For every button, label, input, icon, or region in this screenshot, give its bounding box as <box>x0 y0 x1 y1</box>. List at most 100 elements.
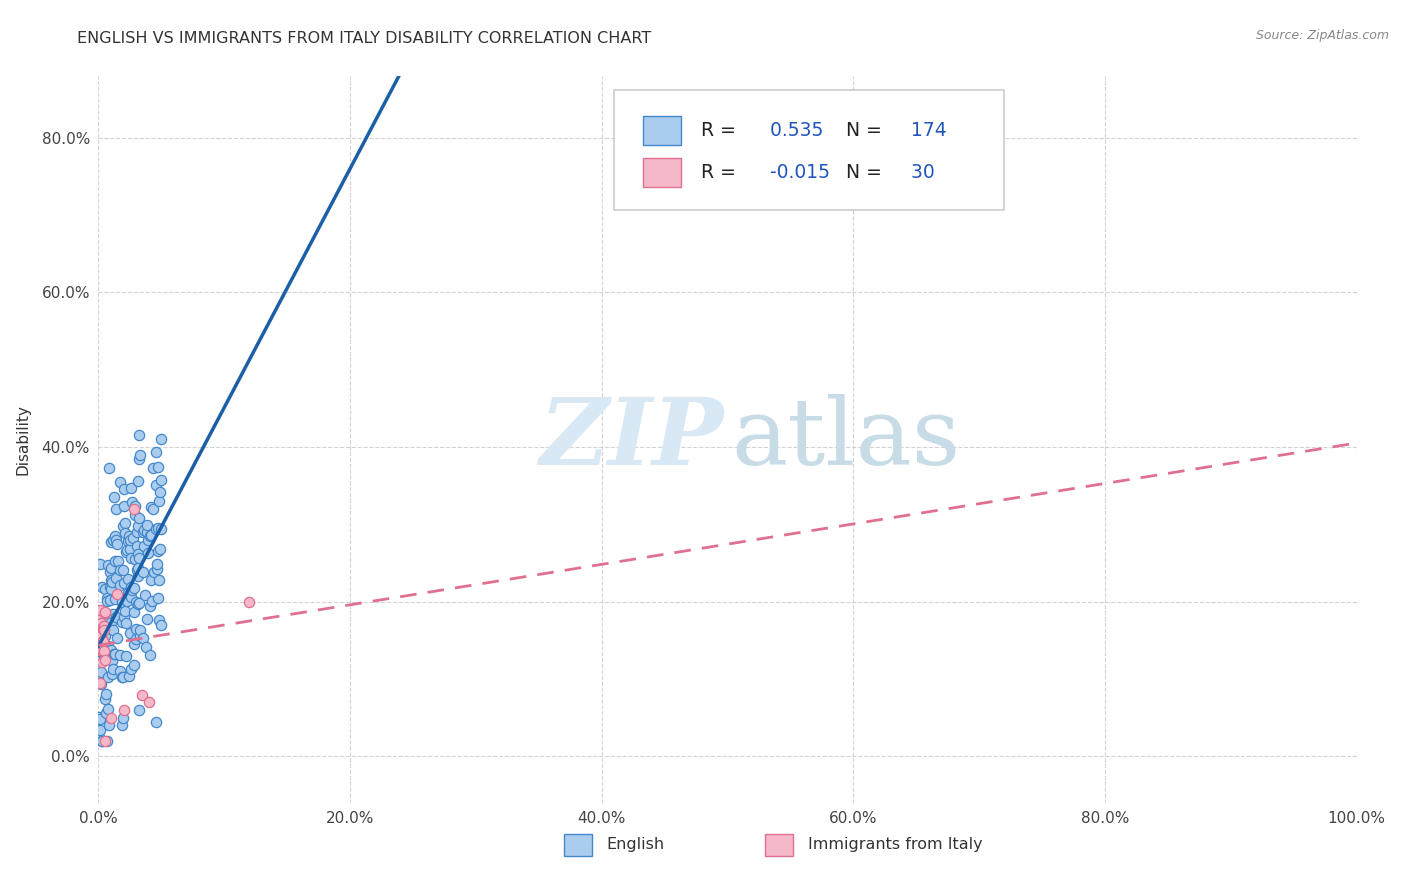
Point <box>141 574 163 588</box>
Text: ZIP: ZIP <box>540 394 724 484</box>
Point <box>115 543 138 558</box>
Point <box>124 605 146 619</box>
Point <box>90 652 112 666</box>
Point <box>128 550 150 565</box>
Point <box>90 665 112 680</box>
Point <box>122 502 145 516</box>
Point <box>145 477 167 491</box>
Point <box>145 715 167 730</box>
Point <box>100 615 122 630</box>
Point <box>94 582 117 597</box>
Point <box>128 428 150 442</box>
Point <box>89 642 111 657</box>
Point <box>89 603 111 617</box>
Point <box>132 539 155 553</box>
Point <box>146 460 169 475</box>
Point <box>105 631 128 645</box>
Point <box>87 628 110 642</box>
Point <box>139 528 162 542</box>
Text: 30: 30 <box>905 163 935 182</box>
Point <box>104 647 127 661</box>
Point <box>117 528 139 542</box>
Point <box>128 452 150 467</box>
Point <box>90 627 112 641</box>
Point <box>105 571 128 585</box>
Point <box>89 626 111 640</box>
Point <box>146 543 169 558</box>
Point <box>93 734 115 748</box>
Point <box>101 663 124 677</box>
Point <box>97 670 120 684</box>
Point <box>127 474 149 488</box>
Point <box>139 648 162 662</box>
Point <box>94 653 117 667</box>
Point <box>110 475 132 489</box>
Point <box>115 615 138 630</box>
Point <box>127 569 149 583</box>
Point <box>107 554 129 568</box>
Point <box>89 675 111 690</box>
Point <box>112 483 135 497</box>
Point <box>136 518 159 533</box>
Point <box>89 712 111 726</box>
Point <box>97 639 120 653</box>
Text: N =: N = <box>846 163 882 182</box>
Point <box>111 717 134 731</box>
Point <box>104 591 127 606</box>
Point <box>90 622 112 636</box>
Text: ENGLISH VS IMMIGRANTS FROM ITALY DISABILITY CORRELATION CHART: ENGLISH VS IMMIGRANTS FROM ITALY DISABIL… <box>77 31 651 46</box>
Point <box>142 461 165 475</box>
Point <box>141 593 163 607</box>
Text: Source: ZipAtlas.com: Source: ZipAtlas.com <box>1256 29 1389 42</box>
FancyBboxPatch shape <box>564 834 592 855</box>
Point <box>149 485 172 500</box>
Point <box>97 609 120 624</box>
Point <box>132 631 155 645</box>
Point <box>96 734 118 748</box>
Point <box>124 551 146 566</box>
Point <box>117 586 139 600</box>
Point <box>114 516 136 530</box>
Point <box>97 558 120 573</box>
Point <box>87 615 110 629</box>
Point <box>148 494 170 508</box>
Point <box>117 572 139 586</box>
Point <box>114 649 136 664</box>
Point <box>90 677 112 691</box>
Point <box>93 619 115 633</box>
Point <box>121 582 143 597</box>
Point <box>94 607 117 621</box>
Point <box>129 623 152 637</box>
Point <box>128 596 150 610</box>
Point <box>93 623 115 637</box>
Point <box>135 611 157 625</box>
Point <box>129 629 152 643</box>
Point <box>100 535 122 549</box>
Point <box>139 599 162 613</box>
Point <box>114 525 136 540</box>
FancyBboxPatch shape <box>644 158 681 187</box>
Y-axis label: Disability: Disability <box>15 404 31 475</box>
Point <box>136 533 159 547</box>
Point <box>128 510 150 524</box>
Text: R =: R = <box>702 163 737 182</box>
Point <box>112 610 135 624</box>
Point <box>89 635 111 649</box>
Point <box>104 501 127 516</box>
Point <box>89 730 111 744</box>
Point <box>127 519 149 533</box>
Point <box>103 624 125 638</box>
FancyBboxPatch shape <box>614 90 1004 211</box>
Point <box>103 647 125 661</box>
Point <box>148 573 170 587</box>
Text: English: English <box>607 838 665 853</box>
Point <box>96 593 118 607</box>
Point <box>129 448 152 462</box>
Point <box>138 695 160 709</box>
Point <box>115 594 138 608</box>
Point <box>124 499 146 513</box>
Point <box>111 615 134 629</box>
Point <box>125 525 148 540</box>
Point <box>87 641 110 656</box>
Point <box>139 529 162 543</box>
